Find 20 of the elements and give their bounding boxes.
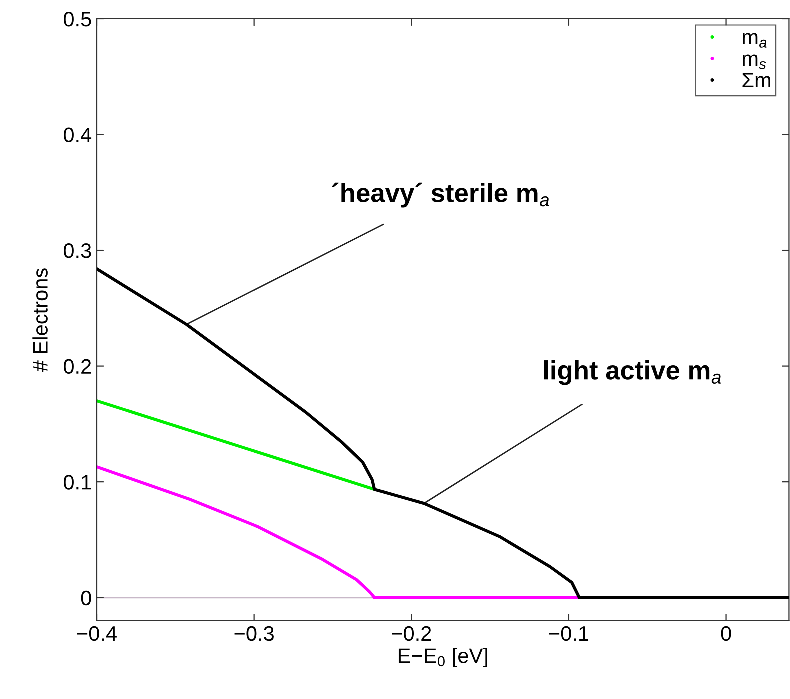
y-tick-label: 0 [81, 590, 92, 606]
x-tick-label: 0 [721, 626, 732, 642]
y-tick-label: 0.5 [64, 12, 92, 27]
line-series [97, 465, 582, 600]
y-axis-title: # Electrons [32, 268, 48, 372]
y-tick-label: 0.1 [64, 475, 92, 490]
x-tick-label: −0.2 [392, 626, 432, 642]
x-tick-label: −0.3 [234, 626, 274, 642]
x-tick-label: −0.1 [549, 626, 589, 642]
line-series [97, 268, 790, 600]
x-axis-title: E−E$_{0}$ [eV] [398, 648, 488, 668]
legend-label: m$_{s}$ [743, 54, 766, 70]
y-tick-label: 0.3 [64, 244, 92, 258]
annotation: ´heavy´ sterile m$_{a}$ [332, 182, 550, 208]
legend-label: m$_{a}$ [743, 33, 767, 48]
y-tick-label: 0.4 [64, 128, 92, 143]
y-tick-label: 0.2 [64, 359, 92, 374]
annotation: light active m$_{a}$ [544, 360, 722, 386]
legend-label: Σm [742, 73, 770, 88]
x-tick-label: −0.4 [77, 626, 117, 642]
